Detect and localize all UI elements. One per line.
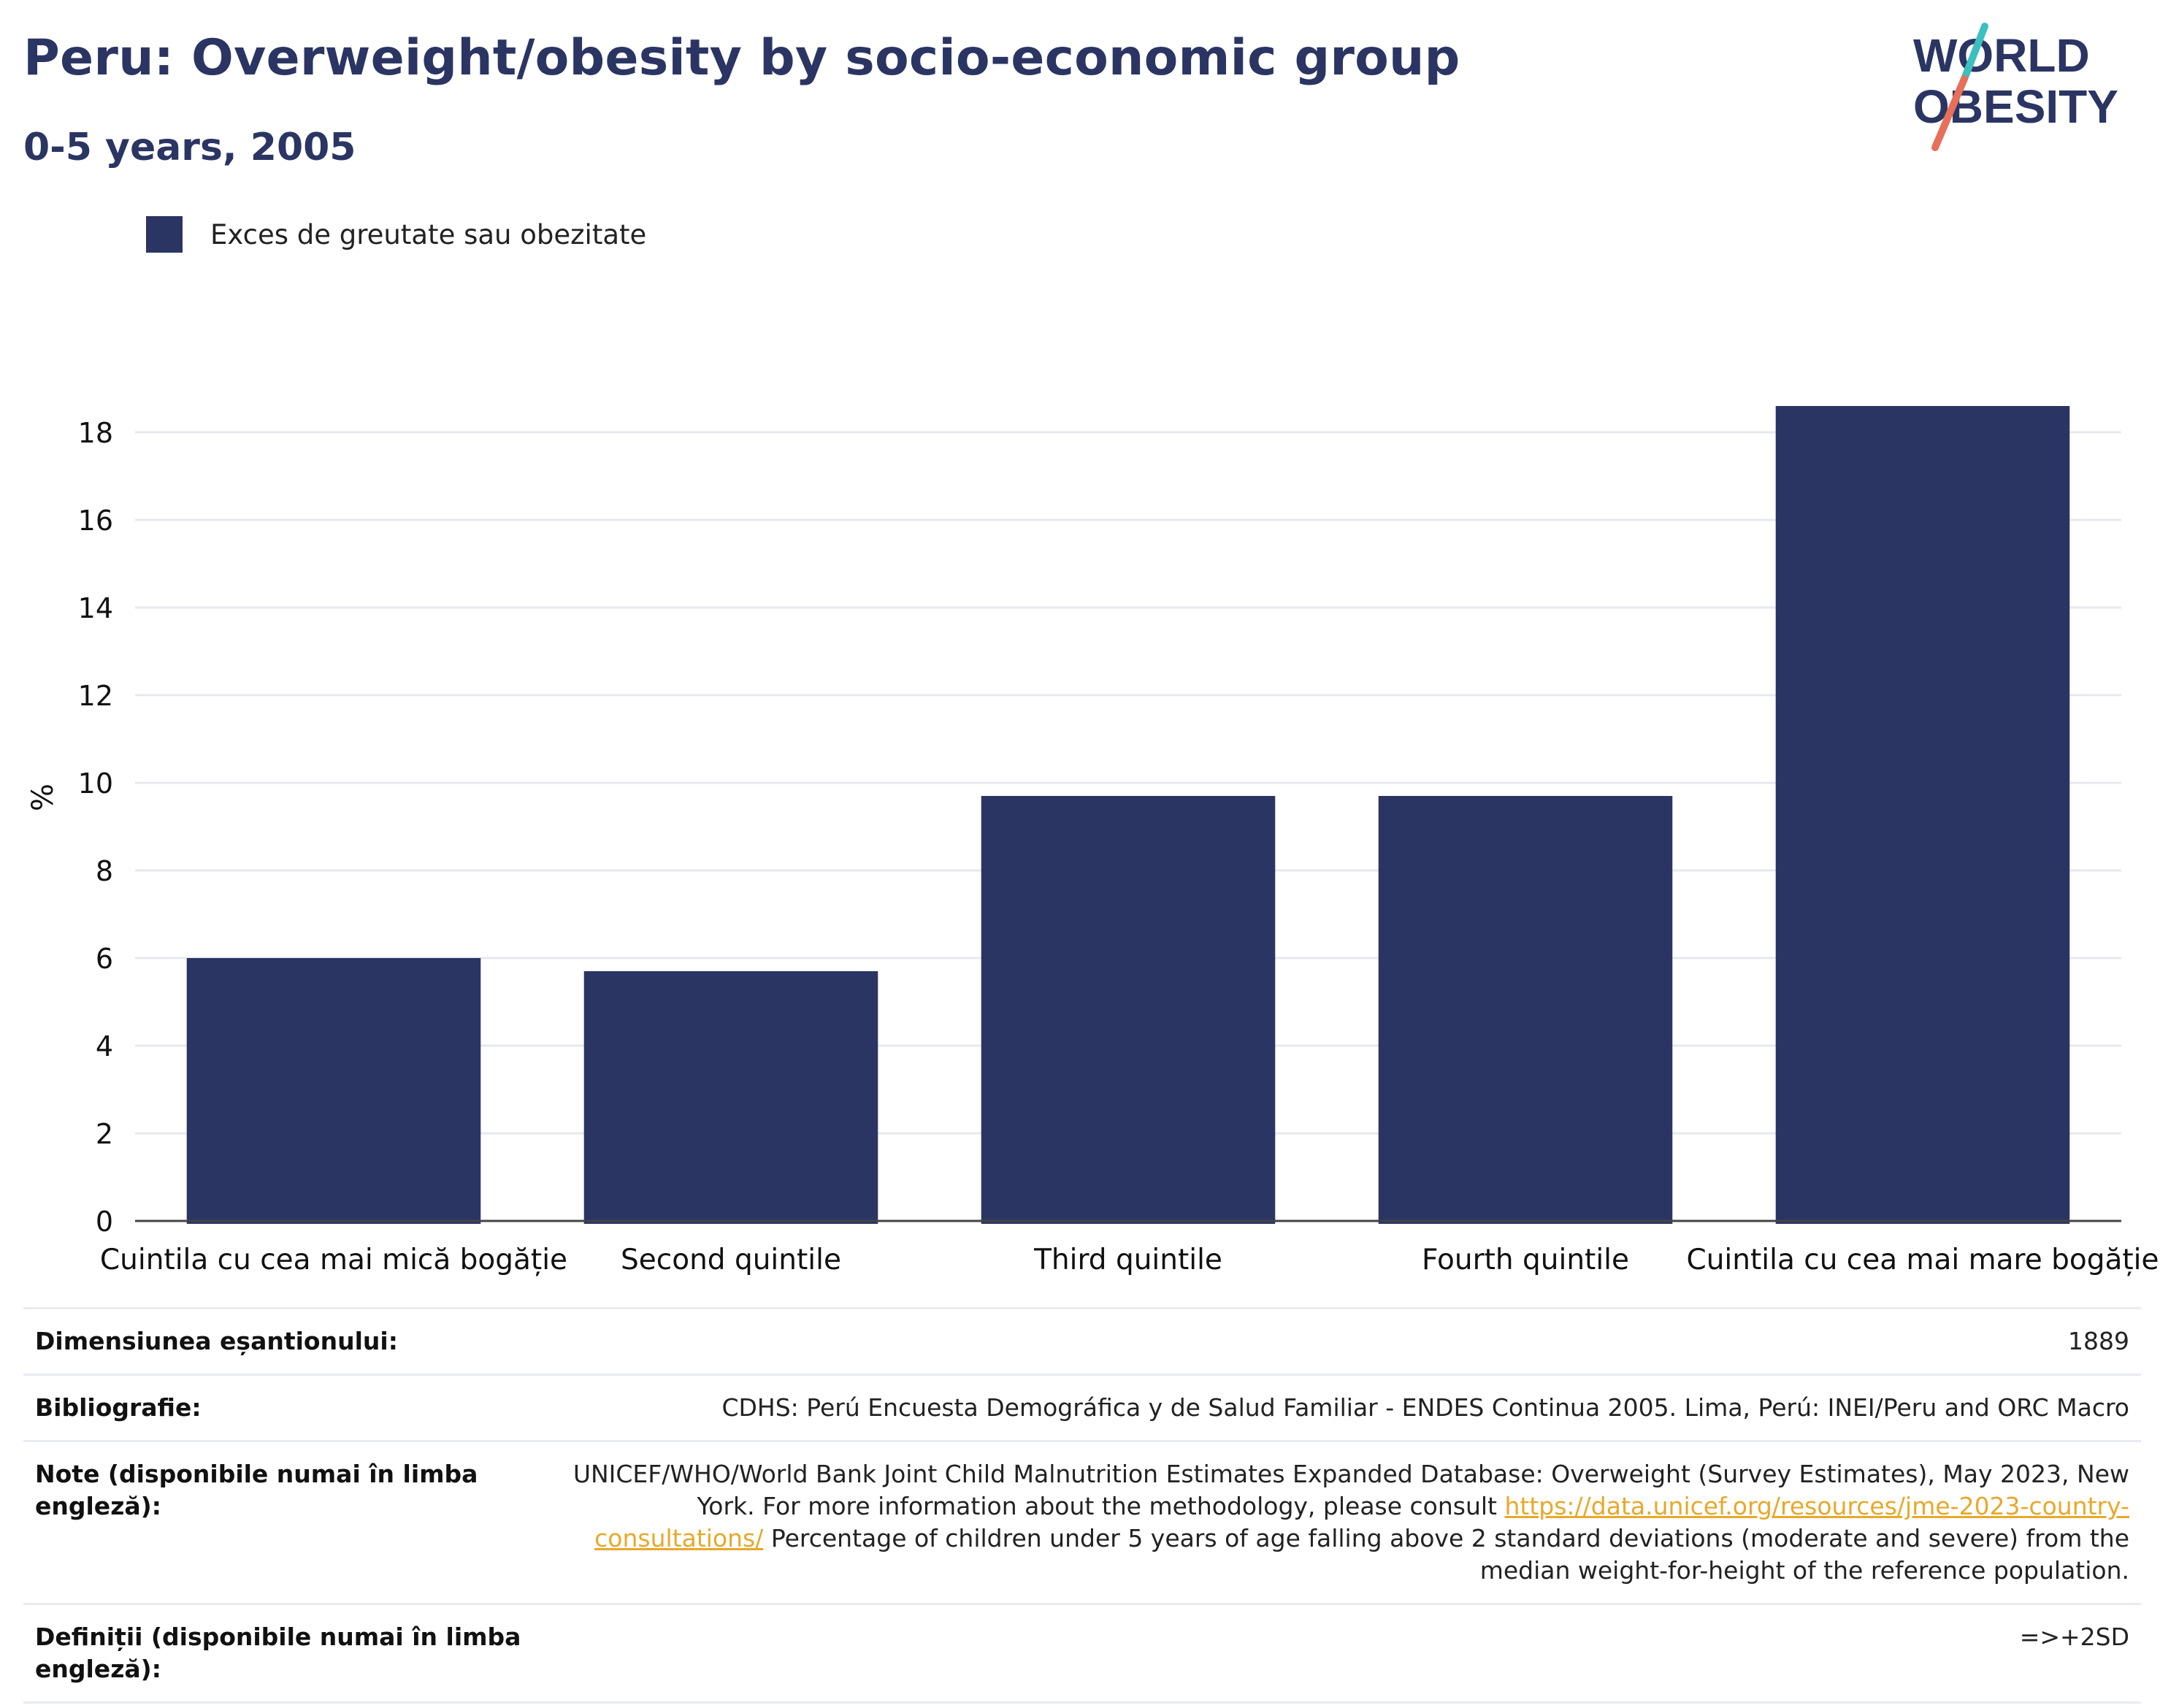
bar	[186, 958, 481, 1224]
logo-slash-bottom	[1931, 75, 1968, 151]
sample-size-value: 1889	[2068, 1327, 2129, 1355]
x-tick-label: Third quintile	[1033, 1244, 1222, 1276]
footer-row-notes: Note (disponibile numai în limba engleză…	[23, 1440, 2141, 1603]
y-tick-label: 0	[96, 1206, 113, 1238]
bars	[186, 406, 2070, 1224]
footer-row-definitions: Definiții (disponibile numai în limba en…	[23, 1603, 2141, 1704]
logo-slash-top	[1961, 23, 1988, 83]
x-tick-label: Cuintila cu cea mai mare bogăție	[1686, 1244, 2159, 1276]
y-tick-label: 6	[96, 943, 113, 975]
chart-title: Peru: Overweight/obesity by socio-econom…	[23, 29, 1460, 87]
chart-subtitle: 0-5 years, 2005	[23, 126, 356, 169]
bar	[981, 796, 1276, 1224]
axes: 0 2 4 6 8 10 12 14 16 18 Cuintila cu cea mai mică …	[78, 417, 2159, 1276]
legend: Exces de greutate sau obezitate	[146, 216, 646, 253]
bar	[1775, 406, 2070, 1224]
bibliography-value: CDHS: Perú Encuesta Demográfica y de Sal…	[721, 1393, 2129, 1422]
notes-text: UNICEF/WHO/World Bank Joint Child Malnut…	[572, 1460, 2129, 1520]
definitions-value: =>+2SD	[2019, 1623, 2129, 1651]
bar	[583, 971, 878, 1224]
y-tick-label: 4	[96, 1030, 113, 1062]
footer-row-bibliography: Bibliografie: CDHS: Perú Encuesta Demogr…	[23, 1374, 2141, 1440]
y-tick-label: 14	[78, 592, 113, 624]
y-tick-label: 2	[96, 1118, 113, 1150]
y-tick-label: 18	[78, 417, 113, 449]
footer-row-sample-size: Dimensiunea eșantionului: 1889	[23, 1307, 2141, 1374]
legend-label: Exces de greutate sau obezitate	[210, 218, 647, 250]
bar	[1378, 796, 1673, 1224]
x-tick-label: Second quintile	[621, 1244, 841, 1276]
notes-value: UNICEF/WHO/World Bank Joint Child Malnut…	[537, 1458, 2129, 1587]
x-tick-label: Cuintila cu cea mai mică bogăție	[100, 1244, 567, 1276]
chart-footer: Dimensiunea eșantionului: 1889 Bibliogra…	[23, 1307, 2141, 1704]
definitions-label: Definiții (disponibile numai în limba en…	[35, 1623, 521, 1683]
legend-swatch	[146, 216, 183, 253]
notes-text-continued: Percentage of children under 5 years of …	[770, 1524, 2129, 1585]
notes-label: Note (disponibile numai în limba engleză…	[35, 1460, 478, 1520]
y-axis-label: %	[26, 784, 60, 811]
x-tick-label: Fourth quintile	[1422, 1244, 1629, 1276]
y-tick-label: 16	[78, 505, 113, 537]
logo-line1: WORLD	[1913, 29, 2090, 82]
y-tick-label: 8	[96, 855, 113, 887]
y-tick-label: 10	[78, 767, 113, 800]
bar-chart: 0 2 4 6 8 10 12 14 16 18 Cuintila cu cea mai mică …	[26, 406, 2159, 1276]
sample-size-label: Dimensiunea eșantionului:	[35, 1327, 398, 1355]
bibliography-label: Bibliografie:	[35, 1393, 202, 1422]
y-tick-label: 12	[78, 680, 113, 712]
notes-link[interactable]: https://data.unicef.org/resources/jme-20…	[594, 1492, 2129, 1552]
world-obesity-logo: WORLD OBESITY	[1913, 23, 2118, 151]
